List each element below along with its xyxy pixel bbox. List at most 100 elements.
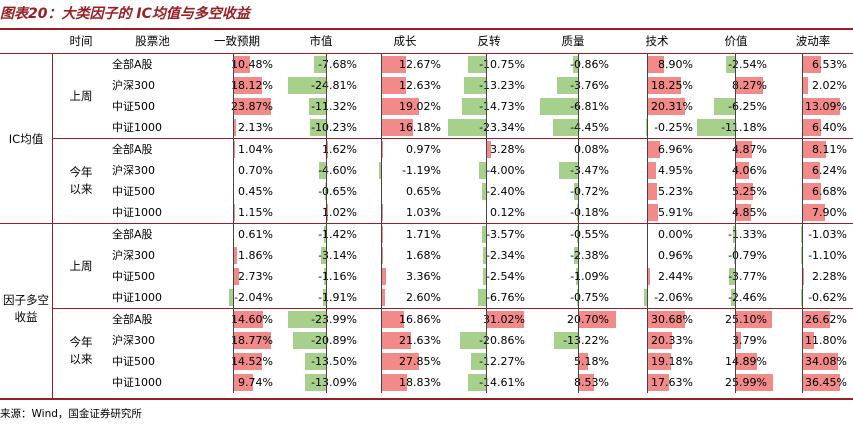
factor-value: 14.52% — [231, 355, 273, 368]
bar-zero-axis — [233, 372, 234, 393]
factor-value: -20.89% — [311, 334, 357, 347]
bar-zero-axis — [802, 160, 803, 181]
factor-value: -0.55% — [570, 228, 609, 241]
factor-value-cell: -4.60% — [279, 160, 363, 181]
factor-value: 16.18% — [399, 121, 441, 134]
factor-value-cell: 19.18% — [615, 351, 699, 372]
factor-value-cell: -6.81% — [531, 96, 615, 117]
factor-value-cell: 1.62% — [279, 139, 363, 160]
column-header: 质量 — [561, 34, 585, 48]
factor-value-cell: -1.42% — [279, 224, 363, 245]
negative-bar — [448, 119, 486, 136]
bar-zero-axis — [233, 351, 234, 372]
factor-value-cell: -1.16% — [279, 266, 363, 287]
bar-zero-axis — [233, 160, 234, 181]
factor-value: 8.11% — [812, 143, 847, 156]
factor-value: -2.04% — [234, 291, 273, 304]
factor-value: -1.91% — [318, 291, 357, 304]
factor-value-cell: -20.86% — [447, 330, 531, 351]
factor-value-cell: 3.36% — [363, 266, 447, 287]
factor-value: 0.08% — [574, 143, 609, 156]
positive-bar — [802, 183, 821, 200]
bar-zero-axis — [647, 160, 648, 181]
positive-bar — [578, 353, 588, 370]
section-label: IC均值 — [8, 131, 44, 146]
bar-zero-axis — [735, 266, 736, 287]
bar-zero-axis — [381, 372, 382, 393]
column-header: 成长 — [393, 34, 417, 48]
factor-value-cell: -2.06% — [615, 287, 699, 308]
factor-value-cell: -0.55% — [531, 224, 615, 245]
factor-value: -12.27% — [479, 355, 525, 368]
table-bottom-rule — [0, 398, 853, 400]
factor-value-cell: 6.24% — [773, 160, 853, 181]
factor-value-cell: -13.23% — [447, 75, 531, 96]
factor-value: -4.60% — [318, 164, 357, 177]
factor-value: 2.02% — [812, 79, 847, 92]
period-label: 上周 — [69, 258, 93, 273]
factor-value: 3.36% — [406, 270, 441, 283]
source-note: 来源：Wind，国金证券研究所 — [0, 408, 142, 420]
positive-bar — [233, 204, 235, 221]
bar-zero-axis — [735, 372, 736, 393]
negative-bar — [577, 226, 578, 243]
negative-bar — [540, 98, 578, 115]
factor-value-cell: 0.08% — [531, 139, 615, 160]
bar-zero-axis — [647, 224, 648, 245]
negative-bar — [574, 183, 578, 200]
factor-value-cell: 8.27% — [699, 75, 773, 96]
factor-value-cell: -1.33% — [699, 224, 773, 245]
bar-zero-axis — [647, 287, 648, 308]
factor-value: 8.27% — [732, 79, 767, 92]
bar-zero-axis — [486, 181, 487, 202]
period-label: 上周 — [69, 88, 93, 103]
negative-bar — [305, 353, 326, 370]
factor-value: -0.18% — [570, 206, 609, 219]
factor-value-cell: 14.52% — [195, 351, 279, 372]
positive-bar — [578, 374, 594, 391]
factor-value-cell: 34.08% — [773, 351, 853, 372]
negative-bar — [321, 247, 326, 264]
positive-bar — [802, 141, 826, 158]
factor-value-cell: -2.04% — [195, 287, 279, 308]
negative-bar — [460, 332, 486, 349]
factor-value-cell: -0.75% — [531, 287, 615, 308]
bar-zero-axis — [578, 54, 579, 75]
positive-bar — [735, 311, 772, 328]
factor-value-cell: -14.73% — [447, 96, 531, 117]
bar-zero-axis — [578, 351, 579, 372]
bar-zero-axis — [735, 351, 736, 372]
factor-value: -3.77% — [728, 270, 767, 283]
bar-zero-axis — [326, 372, 327, 393]
factor-value: -13.09% — [311, 376, 357, 389]
bar-zero-axis — [381, 160, 382, 181]
factor-value: -4.45% — [570, 121, 609, 134]
factor-value-cell: 1.86% — [195, 245, 279, 266]
factor-value-cell: -11.18% — [697, 117, 773, 138]
factor-value-cell: 18.83% — [363, 372, 447, 393]
negative-bar — [305, 374, 326, 391]
factor-value: 3.28% — [490, 143, 525, 156]
bar-zero-axis — [326, 351, 327, 372]
factor-value: -6.81% — [570, 100, 609, 113]
bar-zero-axis — [647, 372, 648, 393]
factor-value: 4.06% — [732, 164, 767, 177]
bar-zero-axis — [578, 330, 579, 351]
stock-pool-label: 中证500 — [112, 270, 155, 283]
factor-value-cell: -4.00% — [447, 160, 531, 181]
factor-value-cell: 18.25% — [615, 75, 699, 96]
factor-value-cell: 4.95% — [615, 160, 699, 181]
positive-bar — [647, 268, 650, 285]
factor-value: 0.65% — [406, 185, 441, 198]
factor-value: 2.13% — [238, 121, 273, 134]
bar-zero-axis — [647, 181, 648, 202]
bar-zero-axis — [735, 202, 736, 223]
factor-value: 19.18% — [651, 355, 693, 368]
factor-value: 30.68% — [651, 313, 693, 326]
positive-bar — [802, 204, 825, 221]
factor-value-cell: 0.00% — [615, 224, 699, 245]
factor-value: 27.85% — [399, 355, 441, 368]
bar-zero-axis — [802, 372, 803, 393]
factor-value: 6.68% — [812, 185, 847, 198]
stock-pool-label: 中证500 — [112, 185, 155, 198]
